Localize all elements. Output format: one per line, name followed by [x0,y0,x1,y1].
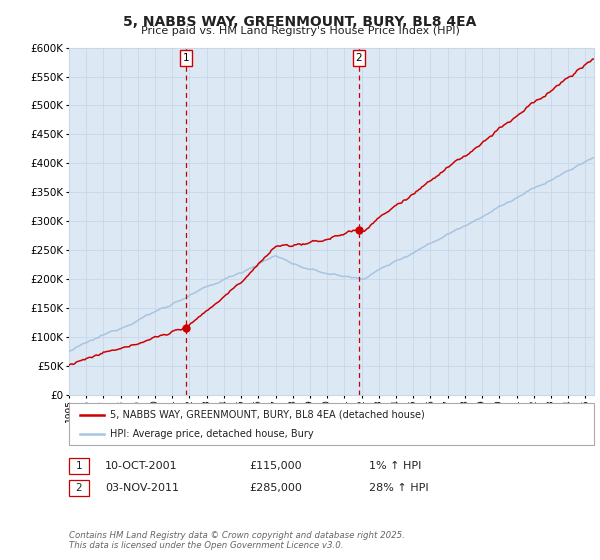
Text: 10-OCT-2001: 10-OCT-2001 [105,461,178,471]
Text: Contains HM Land Registry data © Crown copyright and database right 2025.
This d: Contains HM Land Registry data © Crown c… [69,531,405,550]
Text: HPI: Average price, detached house, Bury: HPI: Average price, detached house, Bury [110,429,313,439]
Text: 1% ↑ HPI: 1% ↑ HPI [369,461,421,471]
Text: Price paid vs. HM Land Registry's House Price Index (HPI): Price paid vs. HM Land Registry's House … [140,26,460,36]
Text: 1: 1 [182,53,189,63]
Text: 5, NABBS WAY, GREENMOUNT, BURY, BL8 4EA (detached house): 5, NABBS WAY, GREENMOUNT, BURY, BL8 4EA … [110,409,425,419]
Text: 2: 2 [356,53,362,63]
Text: 03-NOV-2011: 03-NOV-2011 [105,483,179,493]
Text: £115,000: £115,000 [249,461,302,471]
Text: 2: 2 [76,483,82,493]
Text: 5, NABBS WAY, GREENMOUNT, BURY, BL8 4EA: 5, NABBS WAY, GREENMOUNT, BURY, BL8 4EA [124,15,476,29]
Text: 1: 1 [76,461,82,471]
Text: 28% ↑ HPI: 28% ↑ HPI [369,483,428,493]
Text: £285,000: £285,000 [249,483,302,493]
